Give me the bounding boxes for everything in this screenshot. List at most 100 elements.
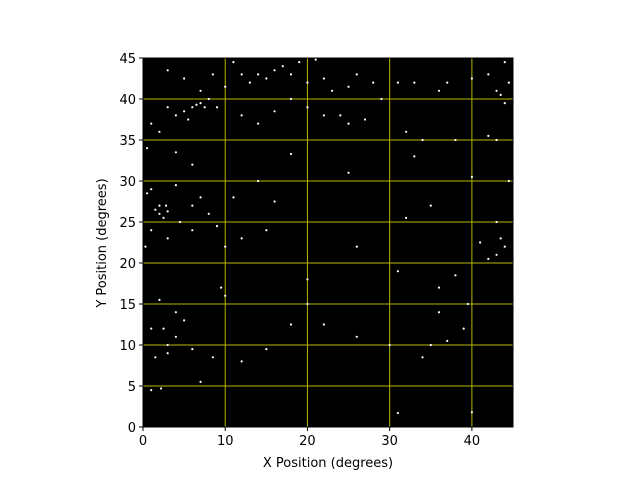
star — [154, 208, 157, 211]
star — [429, 343, 432, 347]
star — [507, 81, 510, 84]
star — [347, 85, 350, 88]
star — [298, 61, 301, 64]
star — [322, 323, 325, 326]
star — [388, 343, 391, 347]
star — [281, 65, 284, 68]
star — [265, 77, 268, 80]
star — [429, 204, 432, 207]
star — [487, 134, 490, 137]
star — [240, 360, 243, 363]
star — [289, 97, 293, 101]
star — [199, 89, 202, 92]
star — [265, 348, 268, 351]
star — [195, 103, 198, 106]
star — [289, 323, 293, 326]
star — [396, 270, 399, 273]
star — [211, 356, 214, 359]
star — [183, 110, 186, 113]
star — [178, 220, 182, 224]
star — [257, 122, 260, 125]
star — [248, 81, 251, 84]
star — [405, 130, 408, 133]
star — [199, 380, 202, 383]
star — [224, 85, 227, 88]
star — [347, 171, 350, 174]
star — [146, 147, 149, 150]
star — [166, 210, 169, 213]
star — [462, 327, 465, 330]
star — [273, 110, 276, 113]
star — [289, 73, 293, 76]
star — [413, 155, 416, 158]
star — [162, 216, 165, 219]
star — [166, 352, 169, 355]
star — [150, 122, 153, 125]
y-tick-label: 30 — [119, 175, 136, 190]
star — [174, 114, 177, 117]
star — [437, 89, 441, 92]
star — [273, 200, 276, 203]
star — [240, 73, 243, 76]
star — [162, 327, 165, 330]
star — [146, 192, 149, 195]
star — [396, 411, 399, 415]
star — [314, 58, 317, 61]
y-tick-label: 15 — [119, 298, 136, 313]
star — [150, 188, 153, 191]
star — [232, 61, 235, 64]
star — [495, 138, 498, 142]
star — [174, 151, 177, 154]
star — [446, 339, 449, 342]
y-tick-label: 10 — [119, 339, 136, 354]
star — [257, 73, 260, 76]
star — [446, 81, 449, 84]
star — [495, 89, 498, 92]
star — [191, 229, 194, 232]
star — [306, 278, 309, 281]
star — [454, 138, 457, 142]
y-axis-label: Y Position (degrees) — [95, 178, 110, 308]
star — [211, 73, 214, 76]
star — [183, 319, 186, 322]
star — [487, 257, 490, 260]
x-tick-label: 20 — [299, 434, 316, 449]
star — [396, 81, 399, 84]
star — [331, 89, 334, 92]
star — [487, 73, 490, 76]
star — [503, 61, 506, 64]
star — [421, 356, 424, 359]
y-tick-label: 0 — [128, 421, 136, 436]
star — [166, 69, 169, 72]
x-tick-label: 10 — [217, 434, 234, 449]
star — [215, 106, 219, 109]
star — [306, 302, 309, 306]
star — [207, 97, 210, 101]
star — [257, 179, 260, 183]
star — [322, 114, 325, 117]
star — [240, 114, 243, 117]
star — [166, 106, 169, 109]
y-tick-label: 25 — [119, 216, 136, 231]
star — [355, 335, 358, 338]
star — [339, 114, 342, 117]
star — [499, 237, 502, 240]
star — [158, 298, 161, 301]
y-tick-label: 40 — [119, 93, 136, 108]
star — [495, 253, 498, 256]
star — [470, 175, 473, 178]
star — [306, 106, 309, 109]
star — [158, 204, 161, 207]
star — [437, 286, 441, 289]
star — [413, 81, 416, 84]
star — [187, 118, 190, 121]
star — [144, 245, 147, 248]
star — [289, 152, 293, 156]
star — [191, 163, 194, 166]
star — [363, 118, 367, 121]
star — [207, 212, 210, 215]
star — [273, 69, 276, 72]
star — [158, 130, 161, 133]
x-tick-label: 0 — [139, 434, 147, 449]
